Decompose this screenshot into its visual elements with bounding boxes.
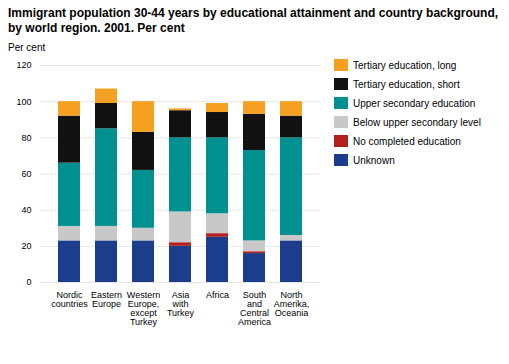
svg-text:60: 60 [21, 169, 31, 179]
html-text:Tertiary education, long: Tertiary education, long [353, 59, 457, 71]
svg-text:Nordiccountries: Nordiccountries [51, 290, 88, 309]
svg-text:80: 80 [21, 133, 31, 143]
html-text:Per cent: Per cent [8, 42, 46, 53]
svg-text:40: 40 [21, 205, 31, 215]
svg-text:EasternEurope: EasternEurope [91, 290, 122, 309]
svg-text:120: 120 [16, 60, 31, 70]
svg-text:Africa: Africa [206, 290, 229, 300]
svg-text:SouthandCentralAmerica: SouthandCentralAmerica [238, 290, 271, 327]
svg-text:100: 100 [16, 97, 31, 107]
html-text:No completed education: No completed education [353, 135, 461, 147]
svg-text:20: 20 [21, 241, 31, 251]
html-text:Upper secondary education: Upper secondary education [353, 97, 476, 109]
svg-text:WesternEurope,exceptTurkey: WesternEurope,exceptTurkey [127, 290, 160, 327]
svg-text:NorthAmerika,Oceania: NorthAmerika,Oceania [274, 290, 310, 318]
html-text:Immigrant population 30-44 yea: Immigrant population 30-44 years by educ… [8, 6, 499, 35]
svg-text:0: 0 [26, 277, 31, 287]
html-text:Below upper secondary level: Below upper secondary level [353, 116, 481, 128]
html-text:Tertiary education, short: Tertiary education, short [353, 78, 460, 90]
html-text:Unknown: Unknown [353, 154, 395, 166]
svg-text:AsiawithTurkey: AsiawithTurkey [167, 290, 195, 318]
